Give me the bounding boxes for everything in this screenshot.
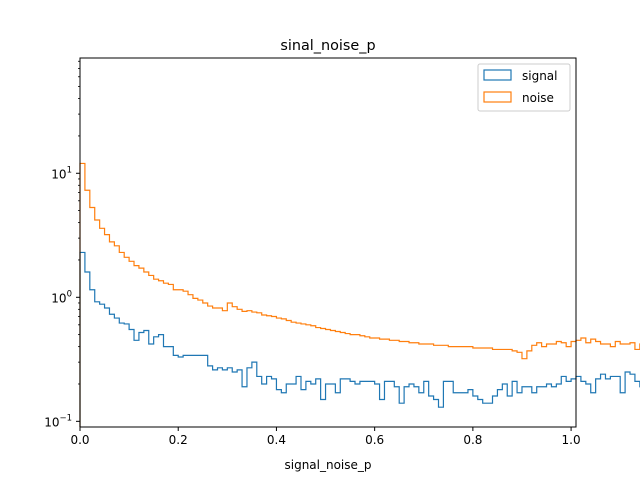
y-tick-label: 101 <box>51 165 72 181</box>
y-axis: 10−1 100 101 <box>44 60 80 429</box>
x-tick-label: 0.4 <box>267 433 286 447</box>
x-tick-label: 0.6 <box>365 433 384 447</box>
x-tick-label: 1.0 <box>562 433 581 447</box>
series-noise-step <box>79 162 640 427</box>
y-tick-label: 100 <box>51 289 72 305</box>
legend-label-noise: noise <box>522 91 554 105</box>
y-tick-label: 10−1 <box>44 413 72 429</box>
legend-label-signal: signal <box>522 69 558 83</box>
x-tick-label: 0.0 <box>70 433 89 447</box>
x-axis-label: signal_noise_p <box>284 458 371 472</box>
series-signal-step <box>79 251 640 427</box>
plot-frame <box>79 57 577 428</box>
legend-swatch-noise <box>483 91 512 103</box>
x-axis: 0.0 0.2 0.4 0.6 0.8 1.0 <box>70 427 581 447</box>
legend: signal noise <box>477 63 571 112</box>
x-tick-label: 0.2 <box>169 433 188 447</box>
legend-box <box>477 63 571 112</box>
series-layer <box>79 162 640 427</box>
chart-title: sinal_noise_p <box>280 38 375 54</box>
legend-swatch-signal <box>483 69 512 81</box>
x-tick-label: 0.8 <box>463 433 482 447</box>
